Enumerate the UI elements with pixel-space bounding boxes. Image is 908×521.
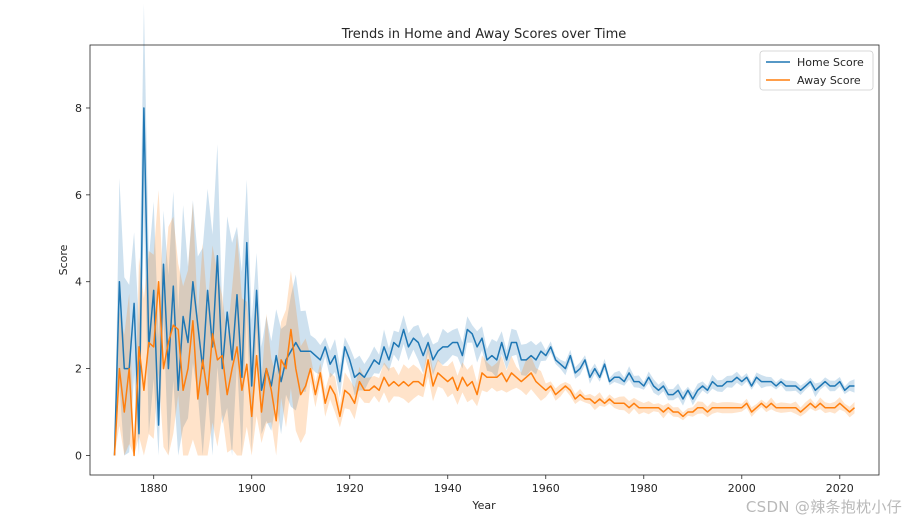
confidence-band-away	[114, 190, 855, 456]
x-axis-ticks: 1880 1900 1920 1940 1960 1980 2000 2020	[140, 475, 854, 495]
y-axis-ticks: 0 2 4 6 8	[75, 102, 90, 462]
chart-title: Trends in Home and Away Scores over Time	[341, 27, 627, 42]
x-tick-label: 1880	[140, 482, 168, 495]
x-axis-title: Year	[471, 499, 496, 512]
x-tick-label: 1900	[238, 482, 266, 495]
confidence-bands	[114, 3, 855, 456]
plot-frame	[89, 44, 880, 476]
y-tick-label: 8	[75, 102, 82, 115]
x-tick-label: 1960	[532, 482, 560, 495]
x-tick-label: 2000	[728, 482, 756, 495]
confidence-band-home	[114, 3, 855, 456]
watermark: CSDN @辣条抱枕小仔	[745, 498, 902, 516]
y-axis-title: Score	[57, 244, 70, 275]
series-line-home	[113, 107, 855, 456]
legend: Home Score Away Score	[759, 50, 874, 91]
y-tick-label: 6	[75, 189, 82, 202]
legend-label-away: Away Score	[797, 74, 861, 87]
x-tick-label: 2020	[826, 482, 854, 495]
x-tick-label: 1980	[630, 482, 658, 495]
series-lines	[113, 107, 855, 457]
y-tick-label: 2	[75, 363, 82, 376]
x-tick-label: 1940	[434, 482, 462, 495]
y-tick-label: 0	[75, 449, 82, 462]
series-line-away	[113, 280, 855, 457]
x-tick-label: 1920	[336, 482, 364, 495]
legend-label-home: Home Score	[797, 56, 864, 69]
y-tick-label: 4	[75, 276, 82, 289]
